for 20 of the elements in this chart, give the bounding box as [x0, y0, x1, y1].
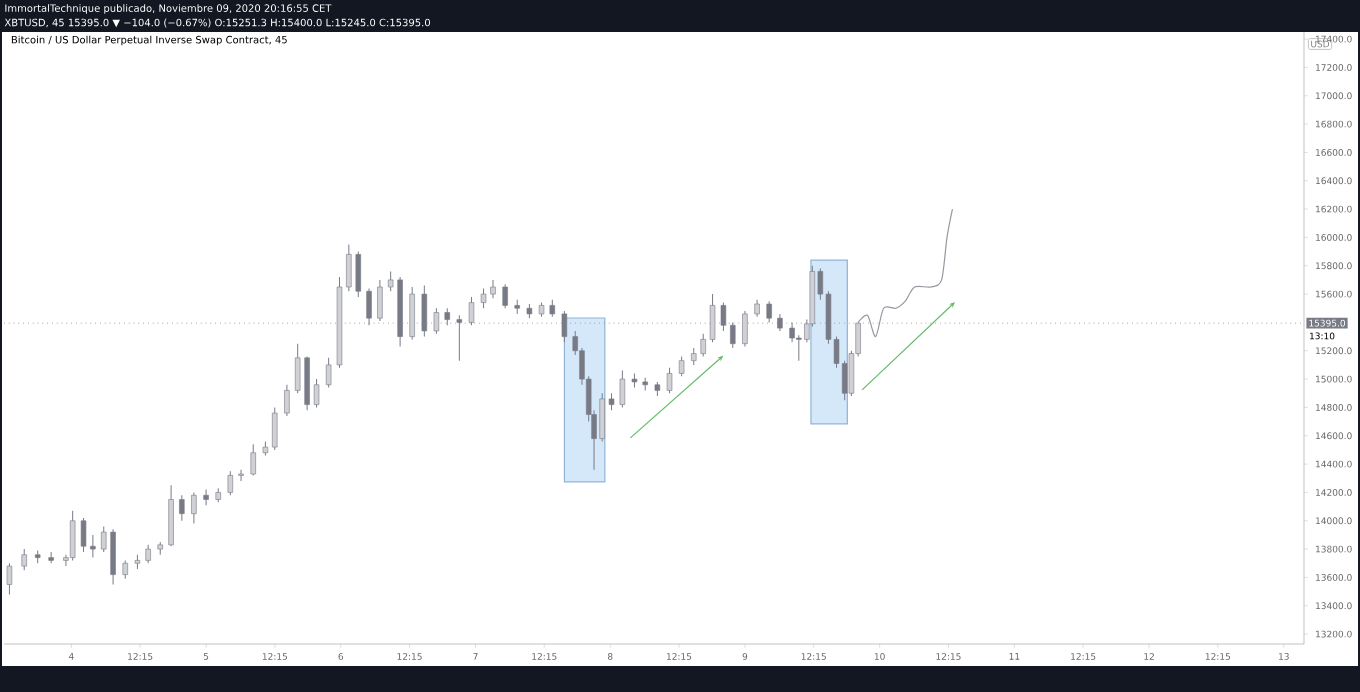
- candlestick: [6, 562, 13, 595]
- candlestick: [272, 406, 278, 451]
- candlestick: [227, 470, 234, 496]
- candlestick: [69, 510, 76, 561]
- candlestick: [191, 491, 197, 525]
- candlestick: [502, 283, 508, 309]
- candlestick: [284, 384, 290, 417]
- candlestick: [250, 443, 256, 476]
- candlestick: [168, 484, 174, 547]
- candlestick: [179, 494, 185, 522]
- candlestick: [238, 469, 244, 482]
- candlestick: [619, 370, 626, 408]
- candlestick: [122, 559, 128, 580]
- candlestick: [325, 357, 332, 389]
- candlestick: [666, 367, 673, 394]
- candlestick: [145, 544, 151, 564]
- candlestick: [678, 355, 685, 377]
- candlestick: [21, 548, 27, 571]
- line-series: [857, 208, 954, 338]
- candlestick: [203, 489, 209, 506]
